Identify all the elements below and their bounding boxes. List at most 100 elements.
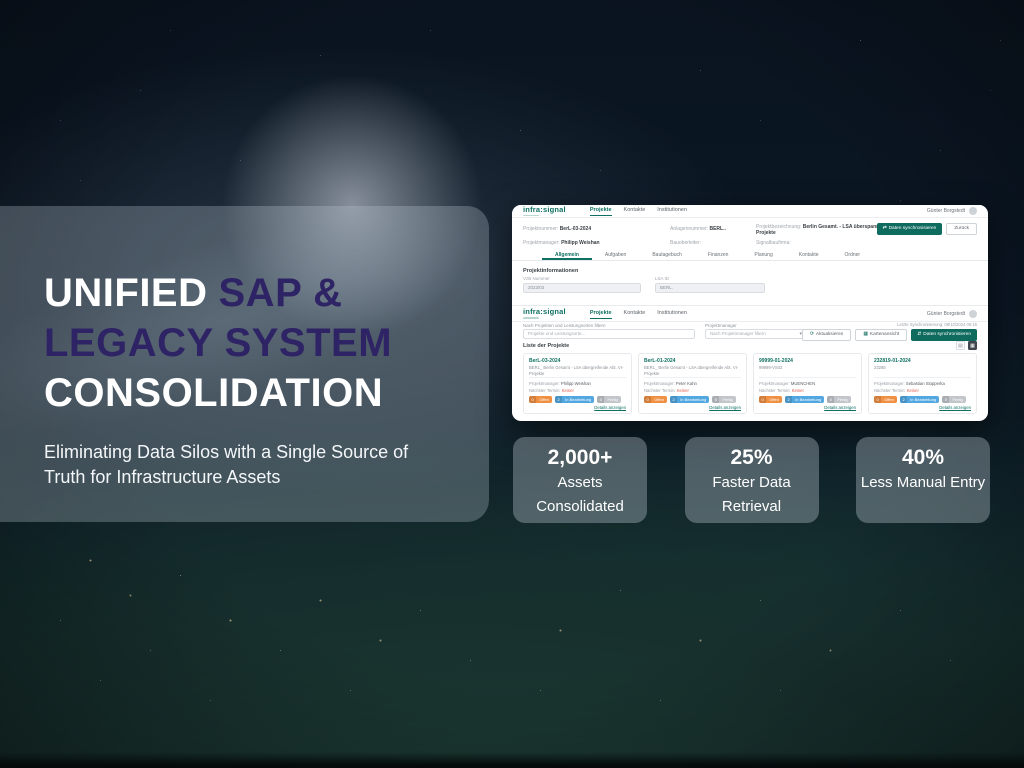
lsa-id-input[interactable]: BERL.: [655, 283, 765, 293]
nav-kontakte[interactable]: Kontakte: [623, 309, 646, 316]
project-card-title: BerL-03-2024: [529, 358, 561, 364]
project-card-subtitle: 23285: [874, 365, 971, 378]
view-toggles: ▤ ▦: [956, 341, 977, 350]
list-title: Liste der Projekte: [523, 343, 570, 349]
field-bauoberleiter: Bauoberleiter:: [670, 240, 702, 246]
badge-done: 0 Fertig: [597, 396, 621, 403]
project-card-title: 232819-01-2024: [874, 358, 911, 364]
nav-projekte[interactable]: Projekte: [589, 309, 612, 319]
map-view-button[interactable]: ▦ Kartenansicht: [855, 329, 908, 341]
project-card-subtitle: BERL_ Berlin Gesamt - LSA übergreifende …: [644, 365, 741, 378]
sync-data-button[interactable]: ⇵ Daten synchronisieren: [911, 329, 977, 341]
badge-open: 0 Offen: [644, 396, 667, 403]
tab-allgemein[interactable]: Allgemein: [542, 249, 592, 260]
status-badges: 0 Offen 2 In Bearbeitung 0 Fertig: [529, 396, 626, 403]
field-projektnummer: Projektnummer: BerL-03-2024: [523, 226, 592, 232]
tab-finanzen[interactable]: Finanzen: [707, 252, 729, 258]
title-white-2: CONSOLIDATION: [44, 371, 384, 415]
badge-in-progress: 2 In Bearbeitung: [554, 396, 595, 403]
field-projektmanager: Projektmanager: Philipp Weishan: [523, 240, 600, 246]
nav-kontakte[interactable]: Kontakte: [623, 207, 646, 213]
badge-open: 0 Offen: [529, 396, 552, 403]
refresh-icon: ⟳: [809, 331, 814, 337]
badge-in-progress: 2 In Bearbeitung: [669, 396, 710, 403]
back-button[interactable]: Zurück: [946, 223, 977, 235]
nav-institutionen[interactable]: Institutionen: [657, 309, 687, 316]
badge-open: 0 Offen: [759, 396, 782, 403]
lsa-id-label: LSA ID: [655, 276, 670, 281]
stat-card: 25% Faster Data Retrieval: [684, 437, 819, 523]
stats-row: 2,000+ Assets Consolidated 25% Faster Da…: [513, 437, 990, 523]
nav-projekte[interactable]: Projekte: [589, 206, 612, 216]
field-signalbaufirma: Signalbaufirma:: [756, 240, 791, 246]
app-logo-tagline: [523, 214, 539, 217]
stat-label: Less Manual Entry: [860, 474, 986, 491]
badge-done: 0 Fertig: [712, 396, 736, 403]
user-avatar[interactable]: [969, 207, 977, 215]
badge-open: 0 Offen: [874, 396, 897, 403]
nav-institutionen[interactable]: Institutionen: [657, 207, 687, 213]
project-card-termin: Nächster Termin: Keiner: [874, 388, 919, 393]
app-logo-text: infra:signal: [523, 307, 566, 317]
list-actions: ⟳ Aktualisieren ▦ Kartenansicht ⇵ Daten …: [801, 329, 977, 341]
project-card[interactable]: BerL-03-2024 BERL_ Berlin Gesamt - LSA ü…: [523, 353, 632, 414]
main-nav: Projekte Kontakte Institutionen: [589, 309, 687, 319]
app-logo: infra:signal: [523, 206, 566, 217]
stat-value: 25%: [730, 446, 773, 469]
stat-value: 2,000+: [547, 446, 613, 469]
tab-ordner[interactable]: Ordner: [844, 252, 861, 258]
project-card-title: 99999-01-2024: [759, 358, 793, 364]
project-search-input[interactable]: Projekte und Leistungsorte...: [523, 329, 695, 339]
tab-bautagebuch[interactable]: Bautagebuch: [652, 252, 682, 258]
sync-icon: ⇄: [882, 225, 887, 231]
stat-card: 2,000+ Assets Consolidated: [513, 437, 647, 523]
project-card-subtitle: BERL_ Berlin Gesamt - LSA übergreifende …: [529, 365, 626, 378]
details-link[interactable]: Details anzeigen: [824, 405, 856, 410]
app-window: infra:signal Projekte Kontakte Instituti…: [512, 205, 988, 421]
badge-in-progress: 2 In Bearbeitung: [784, 396, 825, 403]
stat-card: 40% Less Manual Entry: [856, 437, 990, 523]
tab-kontakte[interactable]: Kontakte: [798, 252, 819, 258]
title-purple-1: SAP &: [218, 271, 343, 315]
sync-icon: ⇵: [917, 331, 922, 337]
status-badges: 0 Offen 2 In Bearbeitung 0 Fertig: [874, 396, 971, 403]
sync-data-button[interactable]: ⇄ Daten synchronisieren: [876, 223, 943, 235]
list-view-icon[interactable]: ▤: [956, 341, 965, 350]
section-title: Projektinformationen: [523, 268, 579, 274]
badge-in-progress: 2 In Bearbeitung: [899, 396, 940, 403]
user-name: Günter Borgstedt: [926, 310, 965, 317]
project-card-title: BerL-01-2024: [644, 358, 676, 364]
header-user: Günter Borgstedt: [926, 309, 977, 318]
subtitle: Eliminating Data Silos with a Single Sou…: [44, 442, 409, 487]
project-card[interactable]: 232819-01-2024 23285 Projektmanager: Seb…: [868, 353, 977, 414]
manager-filter-select[interactable]: Nach Projektmanager filtern ▾: [705, 329, 807, 339]
detail-actions: ⇄ Daten synchronisieren Zurück: [876, 223, 977, 235]
chevron-down-icon: ▾: [799, 331, 802, 337]
vzb-input[interactable]: 2023/03: [523, 283, 641, 293]
status-badges: 0 Offen 2 In Bearbeitung 0 Fertig: [759, 396, 856, 403]
project-card-termin: Nächster Termin: Keiner: [759, 388, 804, 393]
stat-value: 40%: [901, 446, 945, 469]
map-icon: ▦: [863, 331, 868, 337]
grid-view-icon[interactable]: ▦: [968, 341, 977, 350]
details-link[interactable]: Details anzeigen: [709, 405, 741, 410]
tab-aufgaben[interactable]: Aufgaben: [604, 252, 627, 258]
user-avatar[interactable]: [969, 309, 977, 318]
app-logo-text: infra:signal: [523, 205, 566, 214]
title-purple-2: LEGACY SYSTEM: [44, 321, 393, 365]
field-projektbezeichnung: Projektbezeichnung: Berlin Gesamt. - LSA…: [756, 224, 910, 236]
details-link[interactable]: Details anzeigen: [939, 405, 971, 410]
project-card[interactable]: 99999-01-2024 99999-VS02 Projektmanager:…: [753, 353, 862, 414]
page-title: UNIFIED SAP & LEGACY SYSTEM CONSOLIDATION: [44, 268, 392, 418]
headline-panel: UNIFIED SAP & LEGACY SYSTEM CONSOLIDATION…: [0, 206, 489, 522]
tab-planung[interactable]: Planung: [754, 252, 773, 258]
project-card[interactable]: BerL-01-2024 BERL_ Berlin Gesamt - LSA ü…: [638, 353, 747, 414]
project-card-manager: Projektmanager: Sebastian Stopperka: [874, 380, 945, 386]
badge-done: 0 Fertig: [827, 396, 851, 403]
refresh-button[interactable]: ⟳ Aktualisieren: [801, 329, 852, 341]
details-link[interactable]: Details anzeigen: [594, 405, 626, 410]
main-nav: Projekte Kontakte Institutionen: [589, 206, 687, 216]
field-anlagennummer: Anlagennummer: BERL..: [670, 226, 726, 232]
project-card-manager: Projektmanager: MUENCHEN: [759, 380, 816, 386]
project-card-list: BerL-03-2024 BERL_ Berlin Gesamt - LSA ü…: [523, 353, 977, 414]
